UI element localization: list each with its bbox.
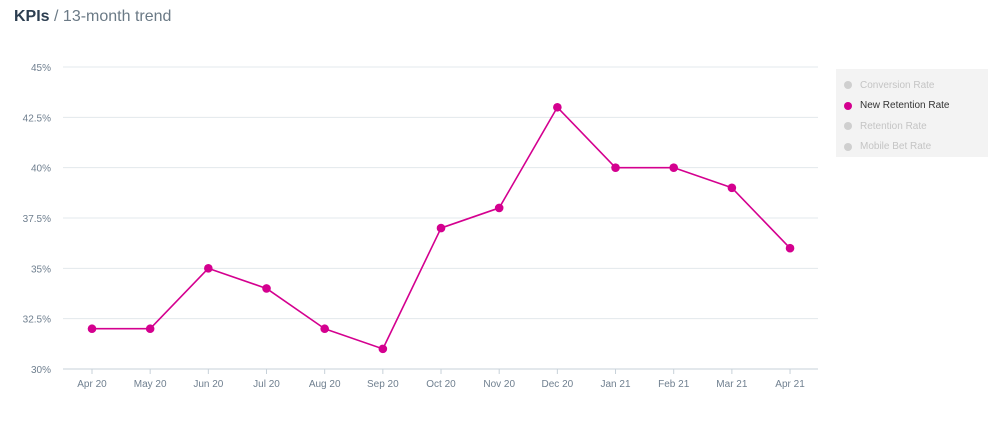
- data-point: [494, 203, 504, 213]
- data-point: [553, 102, 562, 112]
- legend-label: New Retention Rate: [860, 100, 950, 112]
- x-tick-label: May 20: [134, 379, 167, 390]
- x-tick-label: Dec 20: [542, 379, 574, 390]
- legend-dot-icon: [844, 101, 852, 110]
- legend-label: Conversion Rate: [860, 79, 935, 91]
- data-point: [262, 284, 271, 293]
- data-point: [727, 183, 737, 193]
- y-tick-label: 42.5%: [23, 113, 51, 124]
- data-point: [669, 163, 678, 172]
- legend-label: Retention Rate: [860, 120, 927, 132]
- data-point: [87, 324, 97, 334]
- data-point: [145, 324, 155, 334]
- x-tick-label: Jan 21: [601, 379, 631, 390]
- legend-dot-icon: [844, 81, 852, 90]
- legend-item-retention-rate[interactable]: Retention Rate: [844, 116, 988, 137]
- x-tick-label: Apr 20: [77, 379, 107, 390]
- data-point: [204, 264, 213, 273]
- data-point: [436, 223, 446, 233]
- data-point: [320, 324, 329, 334]
- x-tick-label: Nov 20: [483, 379, 515, 390]
- y-tick-label: 35%: [31, 264, 51, 275]
- legend-item-mobile-bet-rate[interactable]: Mobile Bet Rate: [844, 137, 988, 158]
- x-tick-label: Sep 20: [367, 379, 399, 390]
- page-header: KPIs / 13-month trend: [14, 8, 171, 26]
- y-axis-ticks: 30% 32.5% 35% 37.5% 40% 42.5% 45%: [23, 63, 51, 376]
- legend-item-new-retention-rate[interactable]: New Retention Rate: [844, 96, 988, 117]
- x-tick-label: Apr 21: [775, 379, 805, 390]
- x-tick-label: Jun 20: [193, 379, 223, 390]
- grid-lines: [63, 66, 818, 320]
- x-tick-label: Oct 20: [426, 379, 456, 390]
- legend-dot-icon: [844, 122, 852, 131]
- y-tick-label: 45%: [31, 63, 51, 74]
- y-tick-label: 37.5%: [23, 214, 51, 225]
- legend-dot-icon: [844, 142, 852, 151]
- legend-item-conversion-rate[interactable]: Conversion Rate: [844, 75, 988, 96]
- x-tick-label: Aug 20: [309, 379, 341, 390]
- data-point: [378, 344, 388, 354]
- legend-label: Mobile Bet Rate: [860, 141, 932, 153]
- x-tick-label: Feb 21: [658, 379, 690, 390]
- data-point: [785, 243, 795, 253]
- title-separator: /: [49, 8, 63, 25]
- x-axis: Apr 20 May 20 Jun 20 Jul 20 Aug 20 Sep 20 Oct …: [63, 368, 818, 390]
- page-subtitle: 13-month trend: [62, 8, 172, 25]
- y-tick-label: 30%: [31, 365, 51, 376]
- y-tick-label: 32.5%: [23, 315, 51, 326]
- x-tick-label: Jul 20: [253, 379, 280, 390]
- chart-legend: Conversion Rate New Retention Rate Reten…: [836, 69, 988, 157]
- series-layer: [87, 102, 795, 354]
- data-point: [611, 163, 620, 172]
- page-title: KPIs: [14, 8, 50, 25]
- x-tick-label: Mar 21: [716, 379, 748, 390]
- y-tick-label: 40%: [31, 164, 51, 175]
